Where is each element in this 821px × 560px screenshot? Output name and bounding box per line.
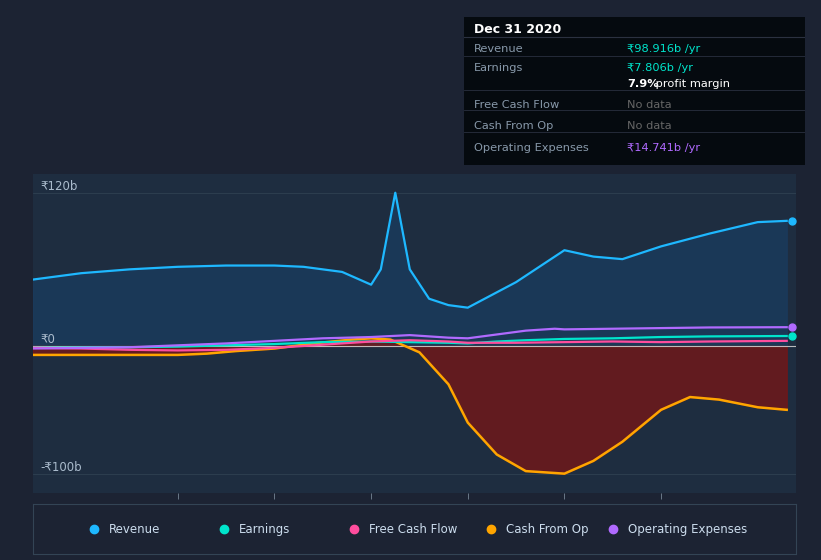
Text: profit margin: profit margin [652,79,730,89]
Text: Free Cash Flow: Free Cash Flow [369,522,457,536]
Text: No data: No data [627,121,672,130]
Text: Dec 31 2020: Dec 31 2020 [474,23,562,36]
Text: ₹120b: ₹120b [40,180,78,193]
Text: ₹98.916b /yr: ₹98.916b /yr [627,44,700,54]
Text: Operating Expenses: Operating Expenses [628,522,748,536]
Text: No data: No data [627,100,672,110]
Text: Operating Expenses: Operating Expenses [474,143,589,153]
Text: ₹7.806b /yr: ₹7.806b /yr [627,63,694,73]
Text: Revenue: Revenue [474,44,524,54]
Text: ₹14.741b /yr: ₹14.741b /yr [627,143,700,153]
Text: Earnings: Earnings [239,522,291,536]
Text: Cash From Op: Cash From Op [507,522,589,536]
Text: Free Cash Flow: Free Cash Flow [474,100,559,110]
Text: 7.9%: 7.9% [627,79,659,89]
Text: Cash From Op: Cash From Op [474,121,553,130]
Text: ₹0: ₹0 [40,333,56,346]
Text: -₹100b: -₹100b [40,461,82,474]
Text: Earnings: Earnings [474,63,524,73]
Text: Revenue: Revenue [109,522,161,536]
